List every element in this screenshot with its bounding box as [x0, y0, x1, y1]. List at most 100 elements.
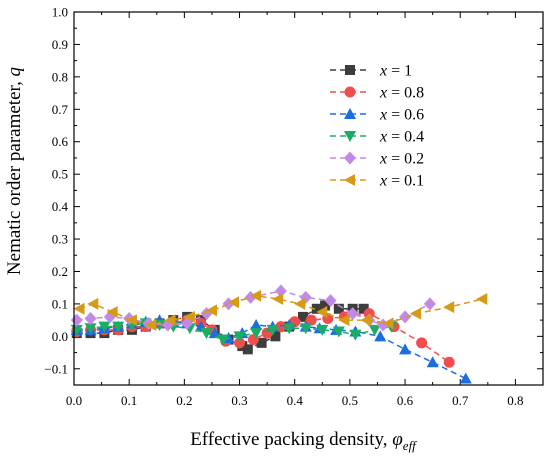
data-point	[112, 321, 125, 333]
legend-swatch-marker	[344, 151, 356, 165]
legend-label: x = 0.6	[379, 107, 424, 124]
x-tick-label: 0.6	[397, 393, 414, 408]
legend-swatch-marker	[344, 174, 355, 186]
data-point	[250, 289, 262, 302]
y-tick-label: 1.0	[52, 5, 68, 20]
data-point	[266, 324, 279, 336]
x-tick-label: 0.3	[231, 393, 247, 408]
y-tick-label: 0.0	[52, 329, 68, 344]
x-axis-subscript: eff	[403, 438, 418, 453]
data-point	[233, 331, 246, 343]
data-point	[87, 297, 99, 310]
data-point	[84, 312, 97, 326]
data-point	[242, 344, 253, 355]
legend-item: x = 0.1	[330, 173, 424, 190]
data-point	[200, 328, 213, 340]
x-axis-title-text: Effective packing density,	[190, 429, 392, 450]
legend-label: x = 0.8	[379, 85, 424, 102]
y-tick-label: −0.1	[44, 361, 68, 376]
legend-item: x = 0.2	[330, 151, 424, 168]
data-point	[374, 330, 387, 342]
data-point	[346, 307, 359, 321]
x-tick-label: 0.7	[452, 393, 469, 408]
data-point	[349, 329, 362, 341]
data-point	[274, 284, 287, 298]
legend-label-var: x	[379, 63, 387, 80]
legend-label-value: = 1	[387, 63, 412, 80]
tick-layer: 0.0 0.1 0.2 0.3 0.4 0.5 0.6 0.7 0.8 −0.1 0.0 0.1 0.2…	[44, 5, 543, 408]
data-point	[416, 337, 428, 349]
data-point	[423, 297, 436, 311]
data-point	[443, 301, 455, 314]
legend-label: x = 0.1	[379, 173, 424, 190]
data-point	[125, 314, 137, 327]
data-point	[145, 318, 157, 331]
data-point	[459, 372, 472, 384]
y-tick-label: 0.8	[52, 69, 68, 84]
y-tick-label: 0.2	[52, 264, 68, 279]
data-point	[270, 331, 281, 342]
x-tick-label: 0.4	[287, 393, 304, 408]
y-tick-label: 0.7	[52, 102, 69, 117]
legend-item: x = 0.4	[330, 129, 424, 146]
legend: x = 1x = 0.8x = 0.6x = 0.4x = 0.2x = 0.1	[330, 63, 424, 190]
data-point	[297, 311, 308, 322]
x-tick-label: 0.5	[342, 393, 358, 408]
legend-label-value: = 0.1	[387, 173, 424, 190]
data-point	[426, 356, 439, 368]
data-point	[70, 313, 83, 327]
y-tick-label: 0.3	[52, 232, 68, 247]
data-point	[73, 302, 85, 315]
legend-label: x = 1	[379, 63, 412, 80]
data-point	[368, 324, 381, 336]
data-point	[358, 303, 369, 314]
x-tick-label: 0.1	[121, 393, 137, 408]
legend-label-var: x	[379, 85, 387, 102]
plot-frame	[73, 11, 544, 386]
series-layer	[70, 284, 488, 384]
data-point	[228, 296, 240, 309]
legend-label-var: x	[379, 107, 387, 124]
y-tick-label: 0.4	[52, 199, 69, 214]
data-point	[316, 306, 328, 319]
y-axis-title-text: Nematic order parameter,	[4, 76, 25, 275]
data-point	[250, 328, 263, 340]
data-point	[106, 306, 118, 319]
data-point	[299, 323, 312, 335]
data-point	[294, 297, 306, 310]
legend-label: x = 0.4	[379, 129, 424, 146]
y-tick-label: 0.9	[52, 37, 68, 52]
y-tick-label: 0.5	[52, 167, 68, 182]
data-point	[382, 317, 394, 330]
data-point	[272, 293, 284, 306]
data-point	[399, 343, 412, 355]
data-point	[234, 337, 246, 349]
legend-label-value: = 0.4	[387, 129, 424, 146]
legend-label: x = 0.2	[379, 151, 424, 168]
legend-item: x = 0.8	[330, 85, 424, 102]
data-point	[183, 310, 195, 323]
x-axis-symbol: φ	[392, 429, 403, 450]
data-point	[153, 319, 166, 331]
legend-swatch-marker	[344, 108, 356, 119]
legend-item: x = 1	[330, 63, 412, 80]
x-axis-title: Effective packing density, φeff	[190, 429, 418, 453]
data-point	[399, 310, 412, 324]
legend-label-value: = 0.2	[387, 151, 424, 168]
legend-swatch-marker	[345, 65, 355, 75]
legend-label-var: x	[379, 129, 387, 146]
x-tick-label: 0.8	[507, 393, 523, 408]
legend-label-var: x	[379, 151, 387, 168]
data-point	[333, 303, 344, 314]
data-point	[320, 300, 331, 311]
y-tick-label: 0.1	[52, 296, 68, 311]
legend-swatch-marker	[344, 86, 356, 98]
data-point	[305, 314, 317, 326]
data-point	[332, 326, 345, 338]
legend-item: x = 0.6	[330, 107, 424, 124]
data-point	[311, 303, 322, 314]
data-point	[360, 314, 372, 327]
data-point	[324, 294, 337, 308]
x-tick-label: 0.0	[66, 393, 82, 408]
